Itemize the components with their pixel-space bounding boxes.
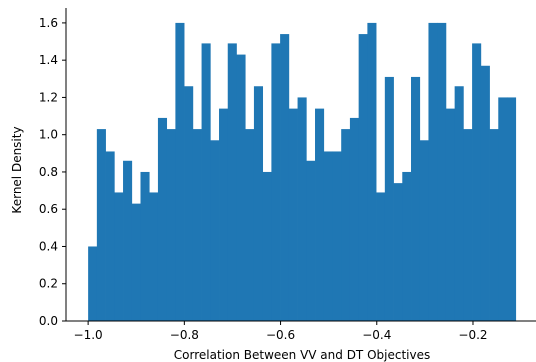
histogram-bar [315, 108, 325, 321]
histogram-bar [201, 43, 211, 322]
histogram-bar [219, 108, 229, 321]
histogram-bar [384, 76, 394, 322]
histogram-bar [157, 117, 168, 321]
y-axis-label: Kernel Density [10, 126, 24, 213]
histogram-bar [192, 129, 202, 321]
histogram-bar [96, 129, 106, 321]
histogram-bar [376, 192, 386, 321]
histogram-bar [131, 203, 141, 322]
histogram-bar [341, 129, 351, 321]
histogram-bar [463, 129, 473, 321]
y-axis-ticks: 0.0 0.2 0.4 0.6 0.8 1.0 1.2 1.4 1.6 [39, 16, 66, 328]
histogram-bar [149, 192, 159, 321]
histogram-bar [349, 117, 359, 321]
y-tick-label: 0.2 [39, 277, 58, 291]
x-tick-label: −0.2 [458, 328, 487, 342]
histogram-bar [227, 43, 237, 322]
histogram-bar [358, 34, 368, 321]
y-tick-label: 1.0 [39, 128, 58, 142]
histogram-bar [166, 129, 176, 321]
x-tick-label: −0.4 [362, 328, 391, 342]
histogram-bar [297, 97, 307, 322]
histogram-bar [105, 151, 115, 321]
histogram-bar [445, 108, 455, 321]
histogram-bar [367, 22, 377, 322]
histogram-bar [271, 43, 281, 322]
histogram-bar [402, 171, 412, 321]
y-tick-label: 0.0 [39, 314, 58, 328]
histogram-bar [175, 22, 185, 322]
histogram-bar [253, 86, 264, 321]
histogram-bar [245, 129, 255, 321]
x-tick-label: −0.6 [266, 328, 295, 342]
y-tick-label: 0.6 [39, 202, 58, 216]
histogram-bar [419, 140, 429, 321]
histogram-bar [332, 151, 342, 321]
y-tick-label: 0.4 [39, 239, 58, 253]
x-tick-label: −0.8 [170, 328, 199, 342]
y-tick-label: 0.8 [39, 165, 58, 179]
histogram-bar [288, 108, 298, 321]
histogram-bar [393, 183, 403, 321]
histogram-bar [454, 86, 464, 321]
histogram-bar [88, 246, 98, 321]
histogram-bar [114, 192, 124, 321]
x-axis-label: Correlation Between VV and DT Objectives [174, 348, 430, 362]
y-tick-label: 1.4 [39, 53, 58, 67]
histogram-bar [123, 160, 133, 321]
histogram-bar [306, 160, 316, 321]
histogram-bar [507, 97, 517, 322]
histogram-bars [88, 22, 517, 322]
histogram-bar [280, 34, 290, 321]
x-axis-ticks: −1.0 −0.8 −0.6 −0.4 −0.2 [74, 321, 488, 342]
x-tick-label: −1.0 [74, 328, 103, 342]
y-tick-label: 1.2 [39, 90, 58, 104]
histogram-bar [437, 22, 447, 322]
histogram-bar [489, 129, 499, 321]
histogram-bar [428, 22, 438, 322]
histogram-bar [498, 97, 508, 322]
histogram-bar [262, 171, 272, 321]
histogram-bar [184, 86, 194, 321]
y-tick-label: 1.6 [39, 16, 58, 30]
histogram-bar [236, 54, 246, 321]
histogram-bar [480, 65, 490, 321]
histogram-bar [140, 171, 150, 321]
histogram-bar [472, 43, 482, 322]
histogram-bar [411, 76, 421, 322]
histogram-bar [323, 151, 333, 321]
histogram-bar [210, 140, 220, 321]
